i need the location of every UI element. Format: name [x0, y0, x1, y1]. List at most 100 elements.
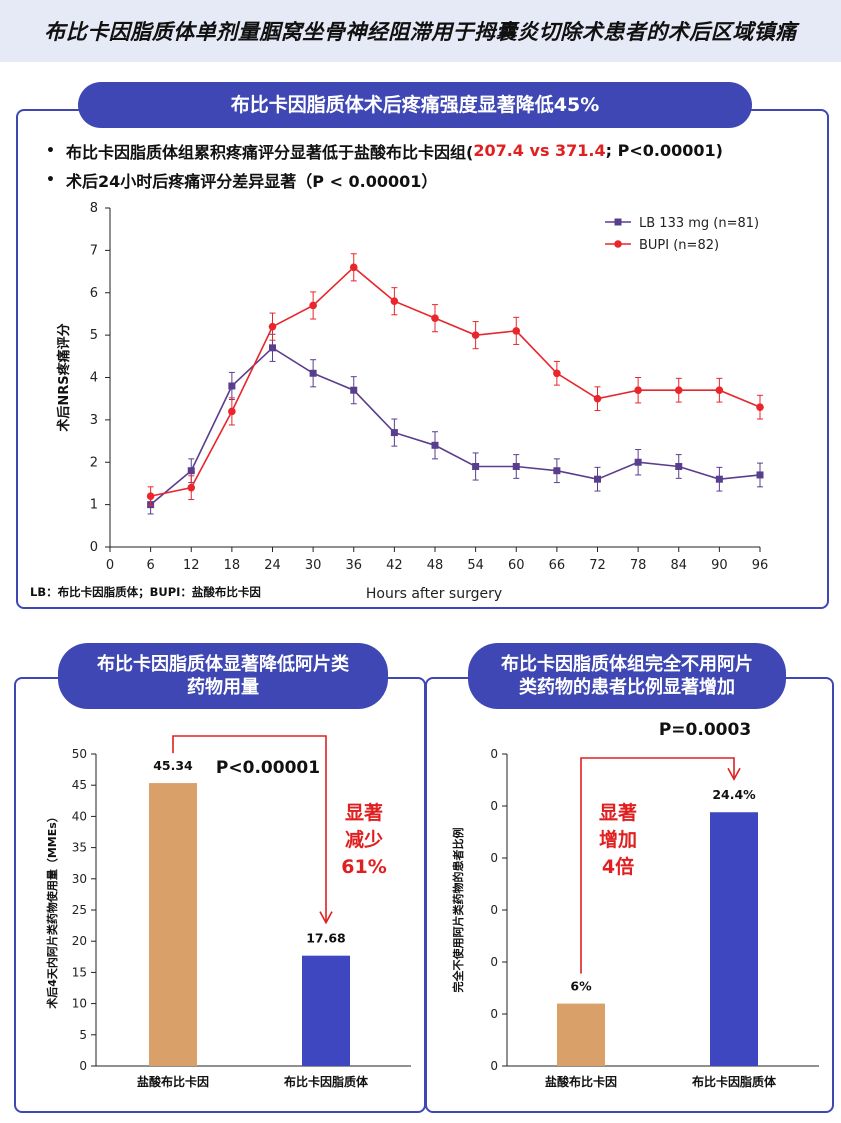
bullet-item: • 布比卡因脂质体组累积疼痛评分显著低于盐酸布比卡因组(207.4 vs 371… — [46, 136, 723, 165]
opioid-consumption-bar-chart: 0 5 10 15 20 25 30 35 40 45 50 术后4天内阿片类药物使用量（MMEs） 4… — [45, 735, 411, 1089]
opioid-heading-line1: 布比卡因脂质体显著降低阿片类 — [97, 653, 349, 675]
bar-value-label: 17.68 — [306, 931, 346, 946]
data-point — [146, 492, 155, 500]
bullet-highlight: 207.4 vs 371.4 — [473, 141, 606, 160]
legend-label: LB 133 mg (n=81) — [639, 216, 759, 231]
x-tick-label: 60 — [508, 558, 525, 573]
y-tick-label: 3 — [90, 413, 98, 428]
legend-marker — [614, 240, 622, 248]
y-tick-label: 8 — [90, 201, 98, 216]
page-header: 布比卡因脂质体单剂量腘窝坐骨神经阻滞用于拇囊炎切除术患者的术后区域镇痛 — [0, 0, 841, 62]
y-tick-label: 5 — [90, 328, 98, 343]
p-value-label: P=0.0003 — [659, 720, 751, 740]
y-tick-label: 0 — [490, 1007, 498, 1021]
decrease-callout: 显著 — [345, 801, 383, 824]
x-tick-label: 72 — [589, 558, 606, 573]
y-axis-title: 术后4天内阿片类药物使用量（MMEs） — [45, 811, 59, 1010]
y-tick-label: 2 — [90, 455, 98, 470]
opioid-consumption-panel — [14, 677, 426, 1113]
bullet-suffix: ; P<0.00001) — [605, 141, 723, 160]
y-tick-label: 0 — [490, 747, 498, 761]
page-title: 布比卡因脂质体单剂量腘窝坐骨神经阻滞用于拇囊炎切除术患者的术后区域镇痛 — [44, 20, 797, 44]
data-point — [715, 386, 724, 395]
opioid-heading-line2: 药物用量 — [187, 677, 259, 698]
y-tick-label: 45 — [72, 778, 87, 792]
data-point — [228, 407, 236, 416]
data-point — [634, 458, 642, 466]
data-point — [431, 441, 439, 449]
y-tick-label: 1 — [90, 498, 98, 513]
data-point — [756, 471, 764, 479]
data-point — [593, 394, 602, 403]
opioid-free-heading-line2: 类药物的患者比例显著增加 — [519, 677, 735, 698]
y-tick-label: 7 — [90, 243, 98, 258]
x-tick-label: 24 — [264, 558, 281, 573]
data-point — [268, 322, 277, 331]
series-line-bupi — [150, 266, 761, 497]
pain-score-panel — [16, 109, 829, 609]
x-category-label: 盐酸布比卡因 — [545, 1074, 617, 1089]
x-tick-label: 66 — [549, 558, 566, 573]
opioid-free-panel — [425, 677, 834, 1113]
data-point — [512, 327, 521, 335]
data-point — [756, 403, 764, 411]
data-point — [634, 386, 642, 395]
y-tick-label: 0 — [490, 955, 498, 969]
pain-score-bullets: • 布比卡因脂质体组累积疼痛评分显著低于盐酸布比卡因组(207.4 vs 371… — [46, 136, 723, 194]
decrease-arrow-line — [172, 735, 327, 922]
legend-marker — [614, 218, 622, 226]
pain-score-heading: 布比卡因脂质体术后疼痛强度显著降低45% — [78, 82, 752, 128]
bar-lb — [710, 812, 758, 1066]
y-tick-label: 0 — [490, 903, 498, 917]
x-category-label: 盐酸布比卡因 — [137, 1074, 209, 1089]
data-point — [187, 483, 196, 492]
y-tick-label: 20 — [72, 934, 87, 948]
x-category-label: 布比卡因脂质体 — [284, 1074, 369, 1089]
y-tick-label: 0 — [490, 1059, 498, 1073]
data-point — [512, 462, 520, 470]
bar-value-label: 45.34 — [153, 758, 193, 773]
x-tick-label: 78 — [630, 558, 647, 573]
data-point — [228, 382, 236, 390]
x-tick-label: 18 — [224, 558, 241, 573]
data-point — [269, 344, 276, 352]
y-tick-label: 0 — [490, 799, 498, 813]
y-tick-label: 4 — [90, 371, 98, 386]
bullet-item: • 术后24小时后疼痛评分差异显著（P < 0.00001） — [46, 165, 723, 194]
bullet-dot-icon: • — [46, 171, 55, 188]
y-axis-title: 术后NRS疼痛评分 — [56, 323, 72, 432]
x-axis-title: Hours after surgery — [366, 586, 502, 602]
x-category-label: 布比卡因脂质体 — [692, 1074, 777, 1089]
bar-value-label: 6% — [570, 979, 592, 994]
data-point — [350, 386, 358, 394]
data-point — [471, 331, 480, 339]
increase-callout: 增加 — [599, 828, 637, 851]
opioid-consumption-heading: 布比卡因脂质体显著降低阿片类 药物用量 — [58, 643, 388, 709]
y-tick-label: 6 — [90, 286, 98, 301]
data-point — [553, 467, 561, 475]
y-tick-label: 30 — [72, 872, 87, 886]
y-tick-label: 0 — [490, 851, 498, 865]
y-tick-label: 25 — [72, 903, 87, 917]
y-axis-title: 完全不使用阿片类药物的患者比例 — [451, 828, 465, 993]
y-tick-label: 10 — [72, 997, 87, 1011]
y-tick-label: 0 — [79, 1059, 87, 1073]
increase-callout: 4倍 — [602, 855, 634, 878]
y-tick-label: 15 — [72, 965, 87, 979]
data-point — [674, 386, 683, 395]
x-tick-label: 6 — [146, 558, 154, 573]
legend-label: BUPI (n=82) — [639, 238, 719, 253]
y-tick-label: 40 — [72, 809, 87, 823]
data-point — [431, 314, 439, 322]
data-point — [553, 369, 561, 378]
opioid-free-heading-line1: 布比卡因脂质体组完全不用阿片 — [501, 653, 753, 675]
bar-lb — [302, 955, 350, 1066]
data-point — [390, 297, 399, 306]
footnote: LB：布比卡因脂质体；BUPI：盐酸布比卡因 — [30, 585, 261, 599]
x-tick-label: 48 — [427, 558, 444, 573]
x-tick-label: 36 — [345, 558, 362, 573]
data-point — [349, 263, 358, 272]
data-point — [309, 301, 317, 310]
p-value-label: P<0.00001 — [216, 758, 320, 778]
